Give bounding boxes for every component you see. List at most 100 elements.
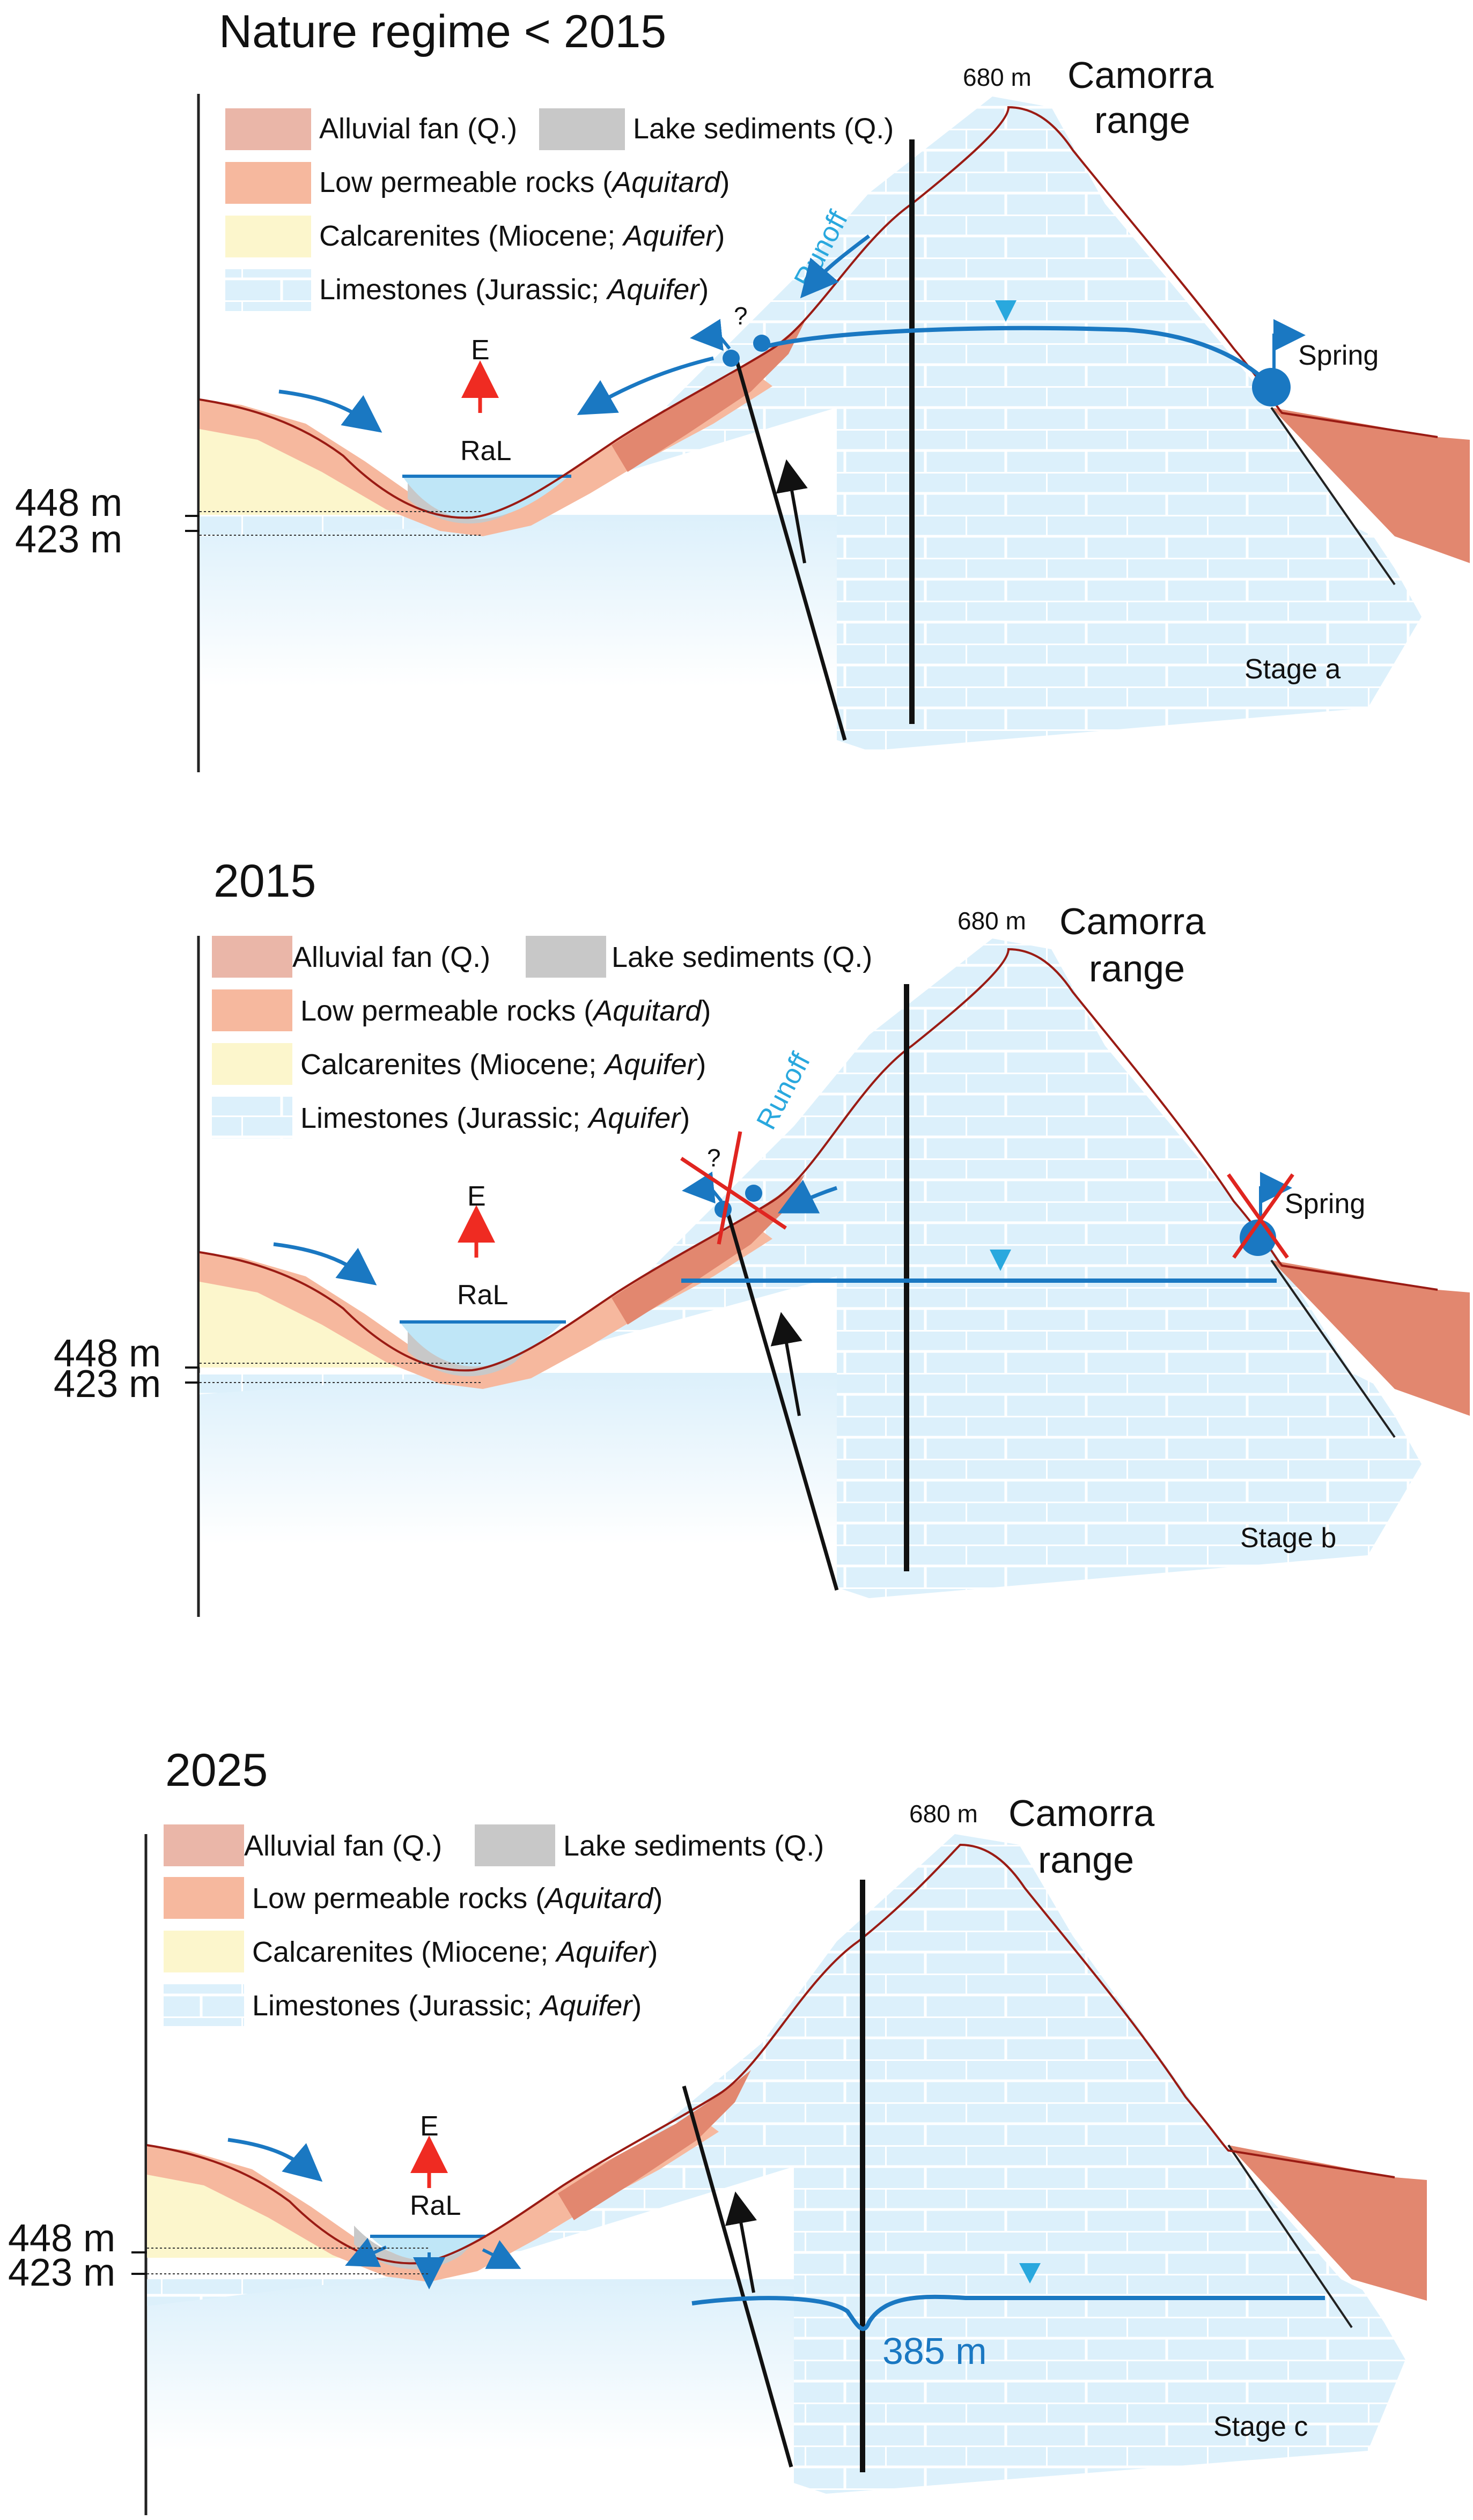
uncertain-mark: ? xyxy=(707,1144,721,1172)
legend-limestones: Limestones (Jurassic; Aquifer) xyxy=(300,1102,690,1134)
water-level-label: 385 m xyxy=(882,2330,987,2372)
peak-elevation: 680 m xyxy=(958,907,1026,935)
legend-swatch-lake xyxy=(475,1824,555,1866)
spring-outflow-arrow xyxy=(1272,319,1306,370)
seep-arrow xyxy=(682,1171,723,1204)
topography-line xyxy=(199,106,1438,519)
panel-title: 2015 xyxy=(213,855,316,907)
seep-point xyxy=(753,335,770,352)
fault-line xyxy=(733,353,847,741)
legend-swatch-aquitard xyxy=(225,162,311,204)
lake-label: RaL xyxy=(457,1280,508,1311)
legend-aquitard: Low permeable rocks (Aquitard) xyxy=(319,166,730,198)
seep-point xyxy=(723,350,740,367)
legend-alluvial: Alluvial fan (Q.) xyxy=(244,1830,442,1862)
range-name-line1: Camorra xyxy=(1059,900,1205,942)
runoff-arrow xyxy=(777,1179,838,1214)
inflow-arrow xyxy=(227,2138,323,2182)
alluvial-fan xyxy=(558,2070,751,2220)
water-table-triangle-icon xyxy=(995,300,1017,322)
legend-swatch-lake xyxy=(539,108,625,150)
spring-icon xyxy=(1252,368,1291,407)
legend-swatch-limestones xyxy=(212,1097,292,1139)
legend-swatch-calcarenites xyxy=(225,216,311,257)
fault-line xyxy=(725,1209,839,1591)
legend: Alluvial fan (Q.) Lake sediments (Q.) Lo… xyxy=(164,1824,824,2026)
legend-swatch-limestones xyxy=(225,269,311,311)
stage-label: Stage b xyxy=(1240,1523,1336,1554)
uncertain-mark: ? xyxy=(734,302,748,330)
cross-out-icon xyxy=(1227,1173,1294,1259)
fault-movement-arrow xyxy=(725,2191,757,2293)
topography-line xyxy=(199,948,1438,1372)
legend-lake: Lake sediments (Q.) xyxy=(633,113,894,145)
range-name-line2: range xyxy=(1089,948,1185,989)
range-name-line1: Camorra xyxy=(1067,54,1213,96)
stage-label: Stage a xyxy=(1244,654,1341,685)
inflow-arrow xyxy=(278,389,382,433)
panel-title: Nature regime < 2015 xyxy=(219,6,666,57)
lake-label: RaL xyxy=(460,435,511,467)
fault-movement-arrow xyxy=(776,459,808,564)
water-table xyxy=(761,326,1273,388)
limestone-aquifer xyxy=(200,938,1422,1598)
level-423-label: 423 m xyxy=(8,2251,115,2294)
evaporation-label: E xyxy=(467,1181,486,1212)
water-table-triangle-icon xyxy=(1019,2263,1041,2283)
fault-line xyxy=(682,2086,793,2467)
leakage-arrow xyxy=(482,2240,521,2269)
fault-movement-arrow xyxy=(770,1312,802,1416)
right-aquitard xyxy=(1271,408,1470,563)
spring-outflow-arrow xyxy=(1259,1172,1292,1220)
legend-alluvial: Alluvial fan (Q.) xyxy=(319,113,517,145)
inflow-arrow xyxy=(273,1242,377,1285)
level-448-label: 448 m xyxy=(54,1332,161,1375)
range-name-line1: Camorra xyxy=(1008,1792,1154,1834)
lake-water xyxy=(402,476,569,520)
lake-water xyxy=(400,1322,563,1367)
legend-aquitard: Low permeable rocks (Aquitard) xyxy=(300,995,711,1027)
leakage-arrow xyxy=(345,2237,387,2267)
panel-a: Nature regime < 2015 S xyxy=(15,6,1470,772)
water-table-triangle-icon xyxy=(990,1250,1011,1271)
legend-limestones: Limestones (Jurassic; Aquifer) xyxy=(319,274,709,306)
legend: Alluvial fan (Q.) Lake sediments (Q.) Lo… xyxy=(225,108,894,311)
spring-label: Spring xyxy=(1298,340,1379,371)
legend-swatch-aquitard xyxy=(212,989,292,1031)
limestone-aquifer xyxy=(147,1834,1405,2494)
legend-swatch-calcarenites xyxy=(164,1931,244,1972)
evaporation-label: E xyxy=(471,335,490,366)
level-423-label: 423 m xyxy=(15,518,122,561)
right-contact xyxy=(1227,2144,1353,2329)
right-contact xyxy=(1270,1259,1396,1438)
legend-limestones: Limestones (Jurassic; Aquifer) xyxy=(252,1990,642,2022)
lake-label: RaL xyxy=(410,2190,461,2221)
stage-label: Stage c xyxy=(1213,2411,1308,2442)
evaporation-label: E xyxy=(420,2111,439,2142)
limestone-aquifer xyxy=(200,97,1422,751)
peak-elevation: 680 m xyxy=(909,1800,978,1828)
legend: Alluvial fan (Q.) Lake sediments (Q.) Lo… xyxy=(212,936,872,1139)
range-name-line2: range xyxy=(1094,99,1190,141)
right-contact xyxy=(1270,407,1396,586)
legend-aquitard: Low permeable rocks (Aquitard) xyxy=(252,1882,662,1915)
legend-swatch-calcarenites xyxy=(212,1043,292,1085)
level-448-label: 448 m xyxy=(8,2217,115,2260)
runoff-arrow xyxy=(800,234,871,299)
legend-calcarenites: Calcarenites (Miocene; Aquifer) xyxy=(319,220,725,252)
right-aquitard xyxy=(1228,2145,1427,2301)
panel-c: 2025 385 m E RaL 448 m 423 xyxy=(8,1745,1427,2515)
panel-title: 2025 xyxy=(165,1745,268,1796)
legend-swatch-alluvial xyxy=(164,1824,244,1866)
seep-point xyxy=(745,1185,762,1202)
cross-out-icon xyxy=(680,1131,787,1245)
runoff-arrow xyxy=(577,356,714,415)
legend-alluvial: Alluvial fan (Q.) xyxy=(292,941,490,973)
panel-b: 2015 Spring ? Runoff xyxy=(54,855,1470,1617)
aquitard-layer xyxy=(200,1223,772,1389)
range-name-line2: range xyxy=(1038,1839,1134,1881)
level-448-label: 448 m xyxy=(15,482,122,524)
aquitard-layer xyxy=(200,370,772,536)
level-423-label: 423 m xyxy=(54,1363,161,1406)
